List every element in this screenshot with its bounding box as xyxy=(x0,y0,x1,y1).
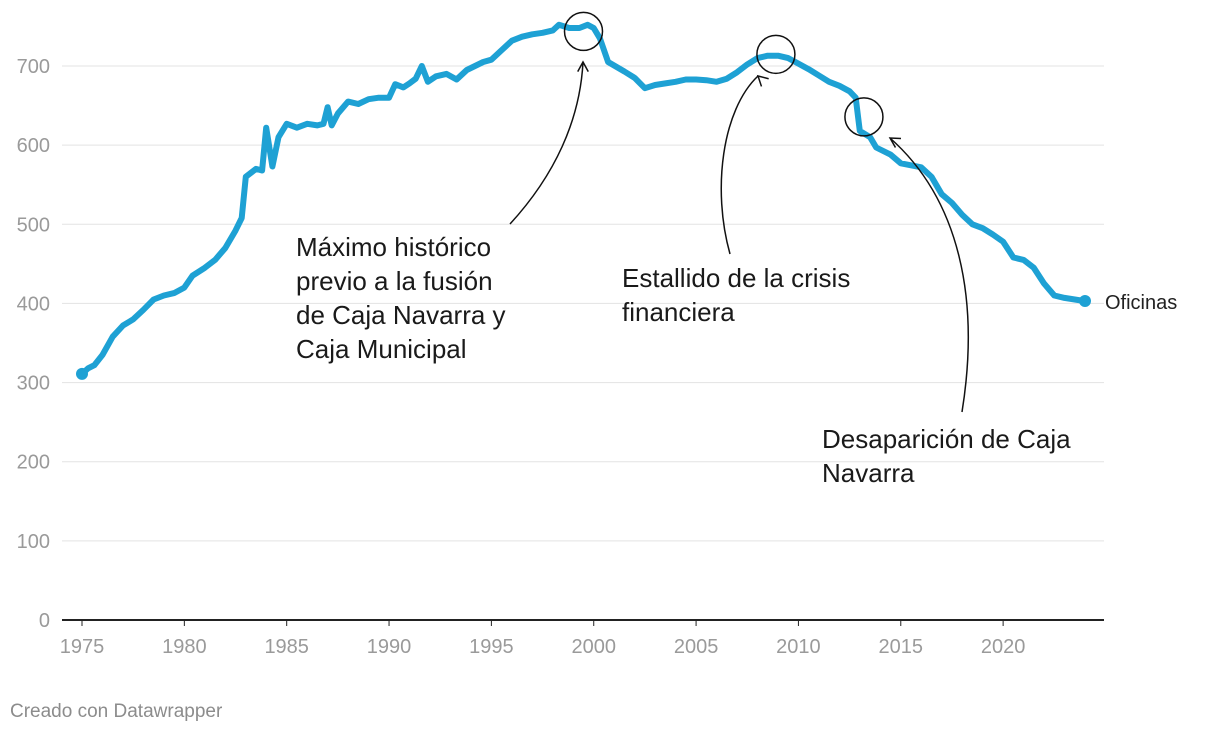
annotation-text-line: Caja Municipal xyxy=(296,334,467,364)
x-tick-label: 1985 xyxy=(264,636,309,658)
y-tick-label: 200 xyxy=(17,452,50,474)
x-tick-label: 2010 xyxy=(776,636,821,658)
series-end-label: Oficinas xyxy=(1105,292,1177,314)
x-tick-label: 1980 xyxy=(162,636,207,658)
y-tick-label: 600 xyxy=(17,135,50,157)
annotation-text-line: Navarra xyxy=(822,458,915,488)
annotation-arrow xyxy=(889,137,969,413)
annotation-text-line: Máximo histórico xyxy=(296,232,491,262)
series-start-point xyxy=(76,367,88,380)
annotation-arrowhead xyxy=(888,137,902,148)
y-tick-label: 300 xyxy=(17,373,50,395)
y-tick-label: 400 xyxy=(17,293,50,315)
annotation-circle xyxy=(756,34,796,75)
annotation-text-line: Desaparición de Caja xyxy=(822,424,1071,454)
series-end-point xyxy=(1079,295,1091,308)
grid-lines xyxy=(62,65,1104,542)
series-lines: Oficinas xyxy=(76,21,1177,380)
y-tick-label: 0 xyxy=(39,610,50,632)
x-tick-label: 2015 xyxy=(879,636,924,658)
annotation-arrow xyxy=(720,75,759,255)
annotation-arrowhead xyxy=(756,74,769,87)
annotation-circle xyxy=(844,97,884,137)
annotation-text-line: de Caja Navarra y xyxy=(296,300,506,330)
annotation-text-line: Estallido de la crisis xyxy=(622,263,850,293)
x-tick-label: 1995 xyxy=(469,636,514,658)
x-tick-label: 2000 xyxy=(571,636,616,658)
series-line xyxy=(79,21,1088,377)
x-tick-label: 1975 xyxy=(60,636,105,658)
y-tick-label: 500 xyxy=(17,214,50,236)
y-tick-label: 700 xyxy=(17,56,50,78)
y-tick-label: 100 xyxy=(17,531,50,553)
annotation-text-line: previo a la fusión xyxy=(296,266,493,296)
x-tick-label: 1990 xyxy=(367,636,412,658)
annotation-circle xyxy=(563,11,604,52)
annotation-text-line: financiera xyxy=(622,297,735,327)
annotation-arrowhead xyxy=(577,60,589,73)
y-axis-ticks: 0 100 200 300 400 500 600 700 xyxy=(17,56,50,632)
annotations: Máximo histórico previo a la fusión de Caj… xyxy=(296,11,1071,488)
x-axis-ticks: 1975 1980 1985 1990 1995 2000 2005 2010 2015 2020 xyxy=(60,620,1026,658)
annotation-arrow xyxy=(509,61,584,225)
credit-text: Creado con Datawrapper xyxy=(10,701,223,722)
x-tick-label: 2020 xyxy=(981,636,1026,658)
x-tick-label: 2005 xyxy=(674,636,719,658)
